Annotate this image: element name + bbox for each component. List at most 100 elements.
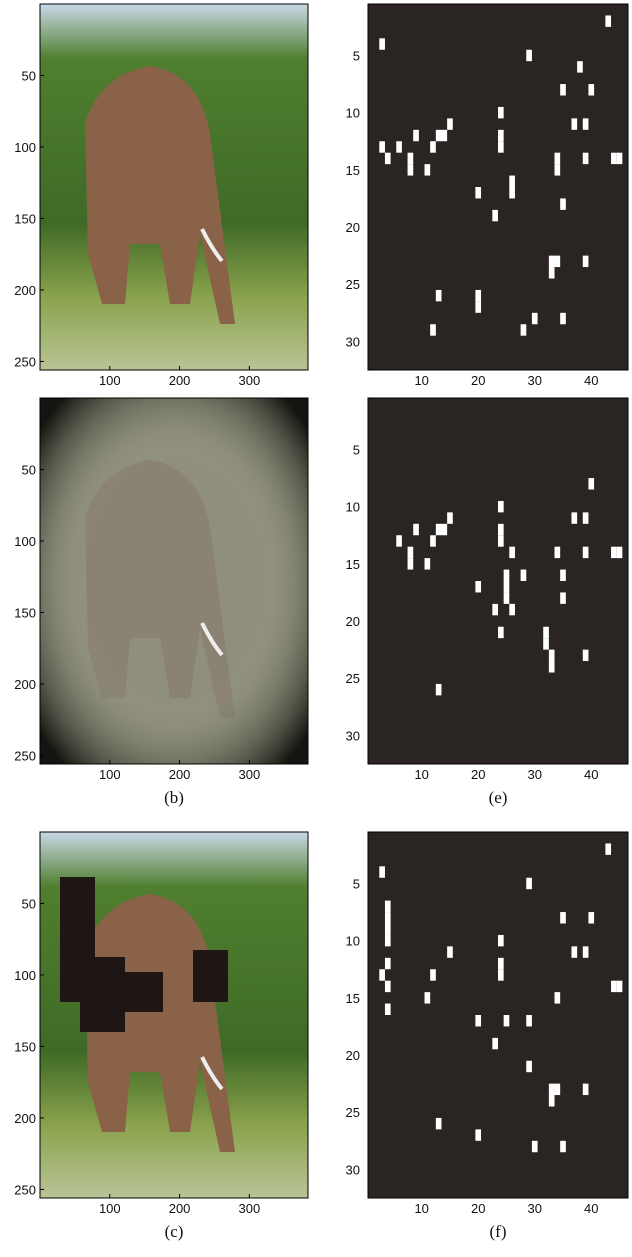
active-cell [385, 1004, 391, 1015]
y-tick-label: 30 [346, 728, 360, 743]
x-tick-label: 30 [528, 1201, 542, 1216]
active-cell [436, 290, 442, 301]
active-cell [425, 164, 431, 175]
active-cell [447, 946, 453, 957]
y-tick-label: 150 [14, 605, 36, 620]
y-tick-label: 10 [346, 106, 360, 121]
active-cell [447, 118, 453, 129]
active-cell [509, 176, 515, 187]
active-cell [436, 130, 442, 141]
active-cell [549, 256, 555, 267]
x-tick-label: 100 [99, 373, 121, 388]
active-cell [617, 153, 623, 164]
x-tick-label: 10 [414, 767, 428, 782]
active-cell [447, 512, 453, 523]
active-cell [436, 684, 442, 695]
y-tick-label: 250 [14, 1182, 36, 1197]
active-cell [549, 650, 555, 661]
caption: (b) [164, 788, 184, 807]
active-cell [504, 1015, 510, 1026]
active-cell [436, 524, 442, 535]
x-tick-label: 40 [584, 767, 598, 782]
y-tick-label: 200 [14, 1111, 36, 1126]
active-cell [549, 661, 555, 672]
active-cell [498, 935, 504, 946]
active-cell [583, 650, 589, 661]
active-cell [555, 992, 561, 1003]
y-tick-label: 20 [346, 220, 360, 235]
active-cell [509, 547, 515, 558]
active-cell [379, 866, 385, 877]
x-tick-label: 20 [471, 767, 485, 782]
active-cell [385, 912, 391, 923]
y-tick-label: 20 [346, 614, 360, 629]
active-cell [583, 946, 589, 957]
active-cell [492, 1038, 498, 1049]
active-cell [555, 153, 561, 164]
active-cell [588, 84, 594, 95]
x-tick-label: 300 [239, 767, 261, 782]
active-cell [504, 581, 510, 592]
active-cell [475, 1015, 481, 1026]
y-tick-label: 50 [22, 896, 36, 911]
active-cell [611, 153, 617, 164]
active-cell [583, 512, 589, 523]
active-cell [555, 1084, 561, 1095]
active-cell [560, 198, 566, 209]
active-cell [475, 301, 481, 312]
y-tick-label: 10 [346, 500, 360, 515]
active-cell [413, 524, 419, 535]
y-tick-label: 25 [346, 671, 360, 686]
active-cell [430, 535, 436, 546]
active-cell [498, 958, 504, 969]
y-tick-label: 10 [346, 934, 360, 949]
active-cell [526, 1061, 532, 1072]
active-cell [588, 912, 594, 923]
x-tick-label: 10 [414, 1201, 428, 1216]
active-cell [498, 107, 504, 118]
active-cell [498, 535, 504, 546]
active-cell [396, 141, 402, 152]
active-cell [425, 992, 431, 1003]
active-cell [475, 581, 481, 592]
active-cell [555, 547, 561, 558]
active-cell [560, 84, 566, 95]
caption: (f) [490, 1222, 507, 1241]
active-cell [408, 164, 414, 175]
x-tick-label: 300 [239, 1201, 261, 1216]
x-tick-label: 200 [169, 373, 191, 388]
y-tick-label: 150 [14, 1039, 36, 1054]
figure: 100 200 300 50 100 150 200 250 10 20 30 40 5 10 15 20 25… [0, 0, 632, 1252]
active-cell [408, 153, 414, 164]
active-cell [492, 604, 498, 615]
caption: (e) [489, 788, 508, 807]
map-bg [368, 4, 628, 370]
vignette [40, 398, 308, 764]
active-cell [583, 118, 589, 129]
y-tick-label: 100 [14, 140, 36, 155]
active-cell [396, 535, 402, 546]
y-tick-label: 5 [353, 48, 360, 63]
active-cell [549, 1084, 555, 1095]
active-cell [492, 210, 498, 221]
active-cell [571, 946, 577, 957]
y-tick-label: 5 [353, 876, 360, 891]
y-tick-label: 15 [346, 163, 360, 178]
active-cell [583, 547, 589, 558]
y-tick-label: 250 [14, 354, 36, 369]
active-cell [509, 604, 515, 615]
active-cell [379, 969, 385, 980]
active-cell [430, 141, 436, 152]
active-cell [617, 547, 623, 558]
x-tick-label: 10 [414, 373, 428, 388]
y-tick-label: 30 [346, 1162, 360, 1177]
active-cell [498, 524, 504, 535]
active-cell [385, 153, 391, 164]
active-cell [571, 512, 577, 523]
active-cell [509, 187, 515, 198]
active-cell [475, 1129, 481, 1140]
active-cell [504, 592, 510, 603]
caption: (c) [165, 1222, 184, 1241]
image [40, 832, 308, 1198]
active-cell [560, 1141, 566, 1152]
